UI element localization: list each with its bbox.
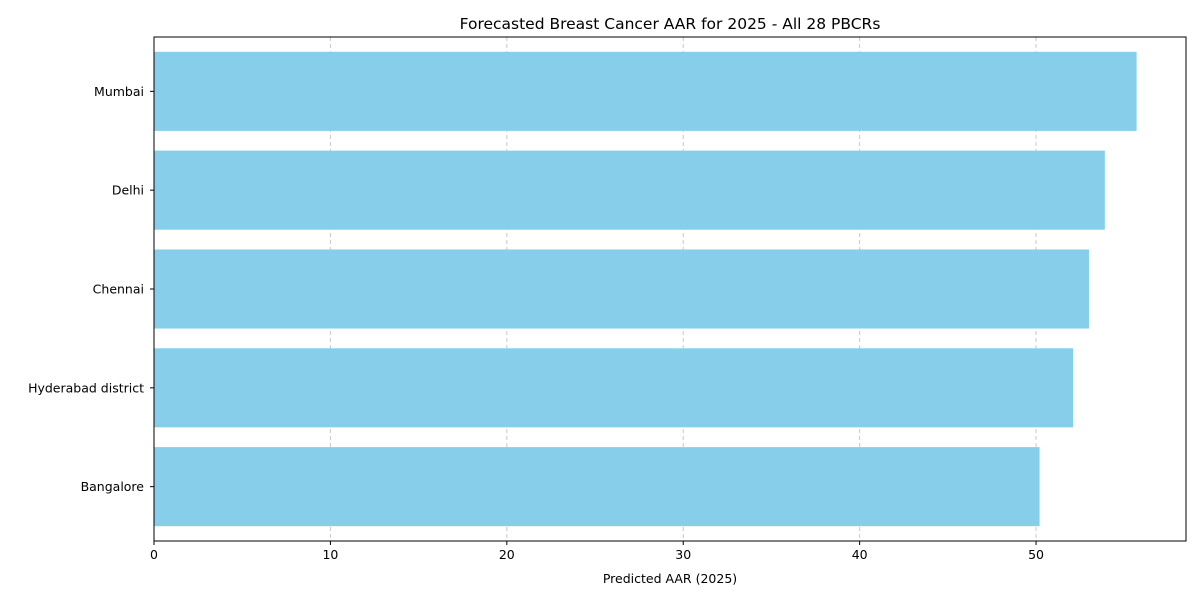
x-tick-label: 0 [150, 547, 158, 562]
bar-chennai [154, 249, 1089, 329]
x-tick-label: 10 [322, 547, 338, 562]
y-tick-label: Bangalore [81, 479, 145, 494]
x-tick-label: 30 [675, 547, 691, 562]
bar-mumbai [154, 51, 1137, 131]
y-tick-label: Hyderabad district [28, 380, 144, 395]
x-tick-label: 20 [499, 547, 515, 562]
chart-title: Forecasted Breast Cancer AAR for 2025 - … [460, 15, 881, 33]
bars [154, 51, 1137, 527]
x-tick-label: 40 [852, 547, 868, 562]
x-tick-label: 50 [1028, 547, 1044, 562]
bar-hyderabad-district [154, 348, 1074, 428]
y-tick-label: Delhi [112, 183, 144, 198]
bar-delhi [154, 150, 1105, 230]
y-tick-label: Mumbai [94, 84, 144, 99]
x-axis-ticks: 0 10 20 30 40 50 [150, 541, 1044, 562]
x-axis-label: Predicted AAR (2025) [603, 571, 737, 586]
bar-bangalore [154, 447, 1040, 527]
y-tick-label: Chennai [93, 282, 144, 297]
y-axis-ticks: Mumbai Delhi Chennai Hyderabad district Bang… [28, 84, 154, 494]
